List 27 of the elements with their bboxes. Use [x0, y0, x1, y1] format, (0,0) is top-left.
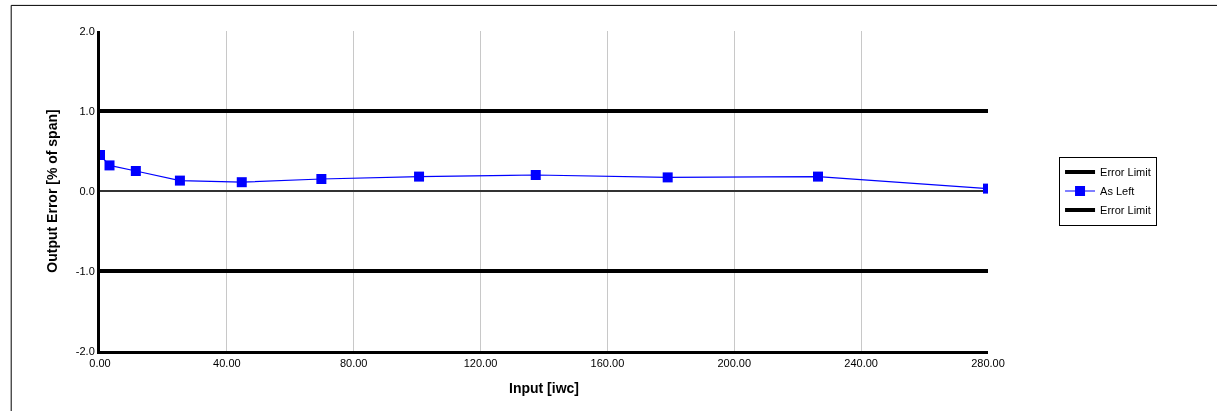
x-tick-label: 0.00 — [89, 357, 111, 370]
x-tick-label: 160.00 — [590, 357, 625, 370]
point — [662, 172, 673, 183]
point — [530, 170, 541, 180]
x-tick-label: 280.00 — [971, 357, 1005, 370]
x-tick-label: 200.00 — [717, 357, 752, 370]
point — [174, 175, 185, 186]
x-tick-label: 40.00 — [213, 357, 241, 370]
y-tick-label: 1.0 — [79, 104, 95, 117]
y-tick-label: 2.0 — [79, 24, 95, 37]
point — [813, 171, 824, 182]
point — [104, 160, 115, 171]
x-tick-label: 120.00 — [463, 357, 498, 370]
legend-label: Error Limit — [1100, 204, 1151, 217]
x-tick-label: 240.00 — [844, 357, 878, 370]
y-tick-label: -1.0 — [75, 264, 95, 277]
y-tick-label: 0.0 — [79, 184, 95, 197]
y-axis-title: Output Error [% of span] — [44, 109, 61, 273]
point — [236, 177, 247, 188]
legend-label: As Left — [1100, 185, 1135, 198]
x-axis-title: Input [iwc] — [509, 379, 579, 396]
point — [130, 166, 141, 176]
point — [414, 171, 425, 182]
point — [316, 174, 327, 184]
x-tick-label: 80.00 — [339, 357, 368, 370]
legend-label: Error Limit — [1100, 166, 1151, 179]
y-tick-label: -2.0 — [75, 344, 95, 357]
